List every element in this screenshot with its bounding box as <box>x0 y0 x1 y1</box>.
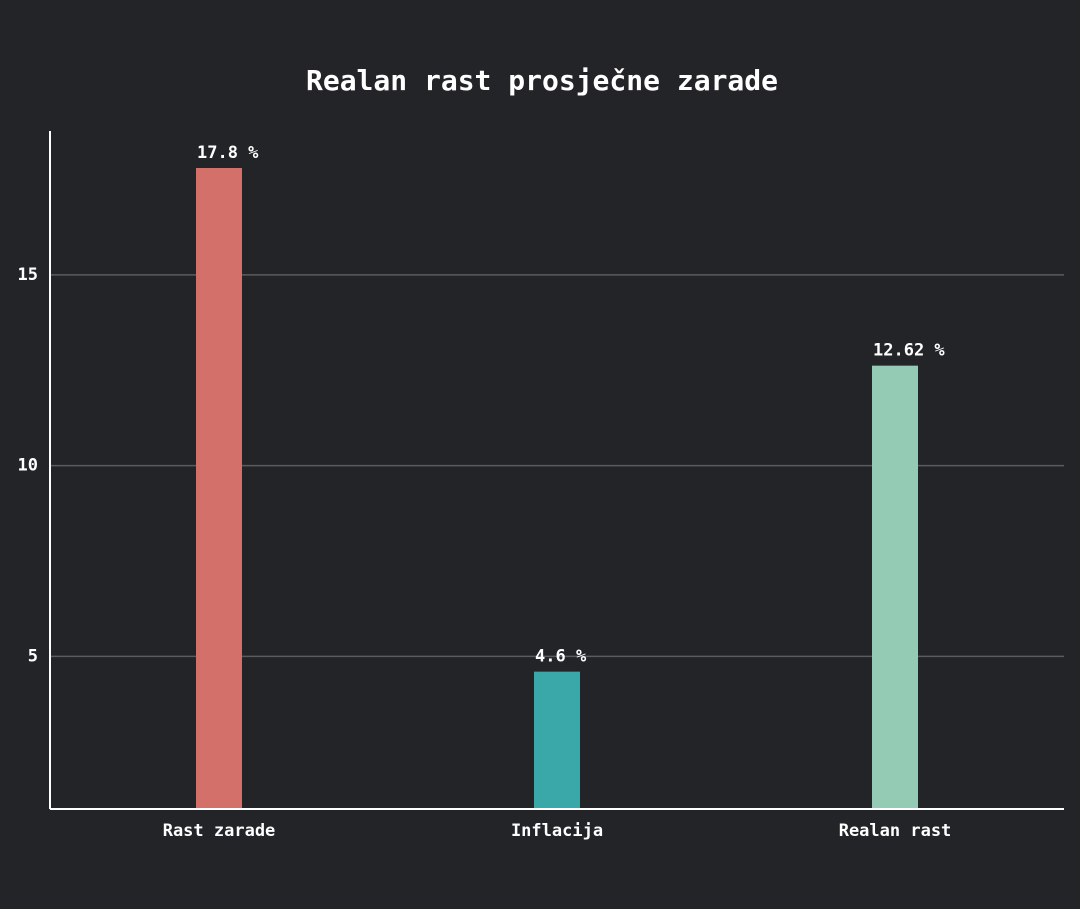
x-tick-label: Inflacija <box>511 821 603 841</box>
bar <box>196 168 242 809</box>
chart-title: Realan rast prosječne zarade <box>306 64 778 97</box>
bar <box>534 671 580 809</box>
x-tick-label: Realan rast <box>839 821 952 841</box>
bar <box>872 365 918 809</box>
y-tick-label: 15 <box>18 265 38 285</box>
y-tick-label: 5 <box>28 646 38 666</box>
value-label: 12.62 % <box>873 341 945 361</box>
value-label: 4.6 % <box>535 647 587 667</box>
x-tick-label: Rast zarade <box>163 821 276 841</box>
y-tick-label: 10 <box>18 456 38 476</box>
value-label: 17.8 % <box>197 143 259 163</box>
